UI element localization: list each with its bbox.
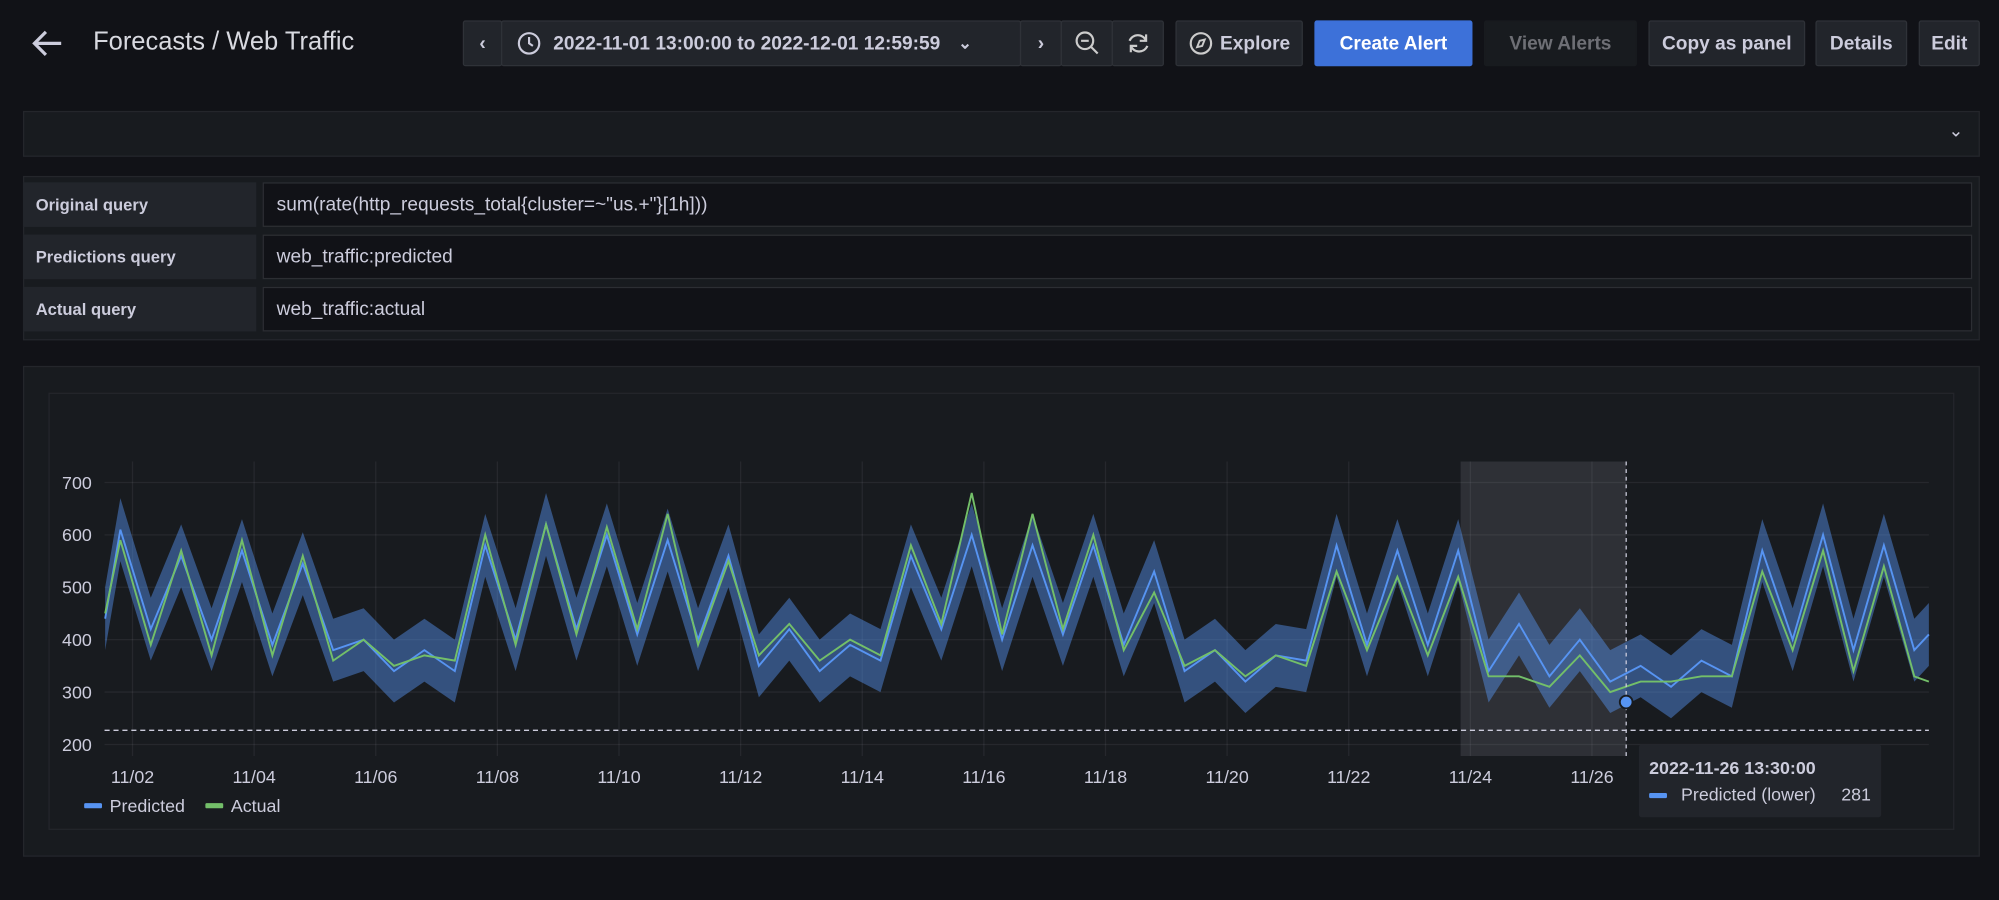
- chevron: ⌄: [1948, 119, 1964, 141]
- tooltip: 2022-11-26 13:30:00 Predicted (lower) 281: [1638, 744, 1882, 818]
- legend-item[interactable]: Actual: [205, 796, 280, 816]
- edit-button[interactable]: Edit: [1918, 20, 1980, 67]
- query-input[interactable]: sum(rate(http_requests_total{cluster=~"u…: [262, 182, 1973, 227]
- highlight-region: [1460, 461, 1627, 756]
- hover-point: [1618, 694, 1634, 710]
- legend-label: Actual: [231, 796, 281, 816]
- chevron: ⌄: [958, 33, 973, 53]
- y-tick-label: 700: [62, 473, 92, 493]
- x-tick-label: 11/02: [111, 767, 154, 787]
- y-tick-label: 300: [62, 682, 92, 702]
- explore-button[interactable]: Explore: [1175, 20, 1303, 67]
- collapsed-row[interactable]: ⌄: [22, 110, 1980, 157]
- query-label: Original query: [22, 182, 257, 227]
- tooltip-box: [1638, 744, 1882, 818]
- details-button[interactable]: Details: [1815, 20, 1908, 67]
- refresh[interactable]: [1111, 20, 1164, 67]
- back-button[interactable]: [31, 28, 64, 59]
- time-range: 2022-11-01 13:00:00 to 2022-12-01 12:59:…: [553, 32, 941, 55]
- x-tick-label: 11/22: [1327, 767, 1370, 787]
- time-picker[interactable]: 2022-11-01 13:00:00 to 2022-12-01 12:59:…: [501, 20, 1022, 67]
- x-tick-label: 11/24: [1449, 767, 1492, 787]
- x-tick-label: 11/10: [597, 767, 640, 787]
- query-label: Actual query: [22, 286, 257, 332]
- legend-swatch: [205, 803, 224, 809]
- x-tick-label: 11/18: [1084, 767, 1127, 787]
- dashboard-title: Forecasts / Web Traffic: [93, 28, 355, 57]
- tooltip-swatch: [1649, 792, 1667, 799]
- x-tick-label: 11/08: [476, 767, 519, 787]
- x-tick-label: 11/16: [962, 767, 1005, 787]
- series-line: [104, 492, 1930, 694]
- y-tick-label: 500: [62, 578, 92, 598]
- tooltip-series: Predicted (lower): [1681, 785, 1816, 805]
- y-tick-label: 400: [62, 630, 92, 650]
- y-tick-label: 200: [62, 735, 92, 755]
- query-label: Predictions query: [22, 234, 257, 280]
- button-label: Explore: [1220, 32, 1291, 55]
- query-input[interactable]: web_traffic:actual: [262, 286, 1973, 332]
- refresh-icon: [1127, 34, 1148, 53]
- copy-panel-button[interactable]: Copy as panel: [1648, 20, 1806, 67]
- x-tick-label: 11/04: [232, 767, 275, 787]
- tooltip-time: 2022-11-26 13:30:00: [1649, 758, 1816, 778]
- view-alerts-button: View Alerts: [1483, 20, 1637, 67]
- x-tick-label: 11/12: [719, 767, 762, 787]
- x-tick-label: 11/14: [841, 767, 884, 787]
- x-tick-label: 11/06: [354, 767, 397, 787]
- zoom-icon: [1074, 31, 1098, 55]
- zoom-out[interactable]: [1060, 20, 1113, 67]
- confidence-band: [105, 492, 1929, 719]
- legend-item[interactable]: Predicted: [84, 796, 185, 816]
- legend-swatch: [84, 803, 102, 809]
- series-line: [104, 520, 1930, 689]
- x-tick-label: 11/20: [1205, 767, 1248, 787]
- chart-frame: [48, 392, 1955, 830]
- x-tick-label: 11/26: [1570, 767, 1613, 787]
- create-alert-button[interactable]: Create Alert: [1314, 20, 1473, 67]
- y-tick-label: 600: [62, 525, 92, 545]
- query-input[interactable]: web_traffic:predicted: [262, 234, 1973, 280]
- legend-label: Predicted: [110, 796, 185, 816]
- tooltip-value: 281: [1841, 785, 1871, 805]
- clock-icon: [517, 32, 541, 55]
- compass-icon: [1189, 32, 1213, 55]
